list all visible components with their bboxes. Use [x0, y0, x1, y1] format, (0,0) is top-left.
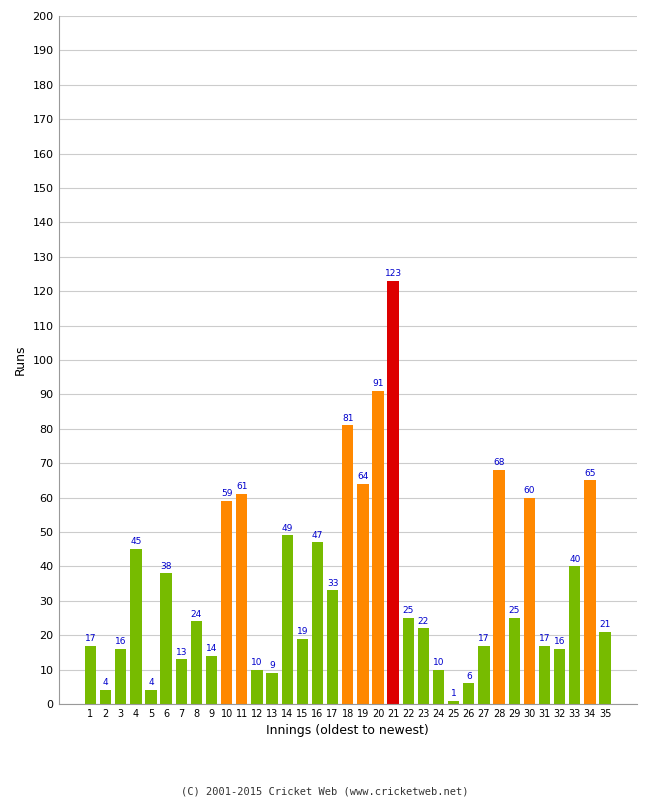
Bar — [478, 646, 489, 704]
Bar — [252, 670, 263, 704]
Bar — [221, 501, 232, 704]
Text: 10: 10 — [251, 658, 263, 667]
Text: 16: 16 — [115, 638, 127, 646]
Bar — [402, 618, 414, 704]
Text: 1: 1 — [451, 689, 456, 698]
Text: 9: 9 — [269, 662, 275, 670]
Text: 59: 59 — [221, 490, 233, 498]
Text: 81: 81 — [342, 414, 354, 422]
Text: 25: 25 — [402, 606, 414, 615]
Bar — [584, 480, 595, 704]
Text: 45: 45 — [130, 538, 142, 546]
Text: 4: 4 — [148, 678, 154, 687]
Text: 60: 60 — [524, 486, 535, 495]
Bar — [327, 590, 338, 704]
Bar — [342, 426, 354, 704]
Bar — [599, 632, 611, 704]
Bar — [266, 673, 278, 704]
Bar — [418, 628, 429, 704]
Text: 13: 13 — [176, 647, 187, 657]
Bar — [524, 498, 535, 704]
Text: 24: 24 — [191, 610, 202, 618]
Bar — [161, 574, 172, 704]
Text: 40: 40 — [569, 554, 580, 564]
Bar — [448, 701, 460, 704]
Bar — [569, 566, 580, 704]
Bar — [206, 656, 217, 704]
Bar — [433, 670, 444, 704]
Bar — [296, 638, 308, 704]
Text: 123: 123 — [385, 269, 402, 278]
Bar — [493, 470, 505, 704]
Bar — [176, 659, 187, 704]
Text: 38: 38 — [161, 562, 172, 570]
Text: 33: 33 — [327, 578, 339, 588]
Text: 17: 17 — [84, 634, 96, 642]
Y-axis label: Runs: Runs — [14, 345, 27, 375]
Bar — [236, 494, 248, 704]
Text: 4: 4 — [103, 678, 109, 687]
Bar — [84, 646, 96, 704]
Bar — [463, 683, 474, 704]
Text: 14: 14 — [206, 644, 217, 653]
Bar — [508, 618, 520, 704]
Bar — [539, 646, 550, 704]
Bar — [281, 535, 293, 704]
Bar — [372, 391, 384, 704]
Bar — [554, 649, 566, 704]
Text: 17: 17 — [478, 634, 489, 642]
Text: 16: 16 — [554, 638, 566, 646]
Text: 47: 47 — [312, 530, 323, 539]
Bar — [387, 281, 399, 704]
Text: 22: 22 — [418, 617, 429, 626]
X-axis label: Innings (oldest to newest): Innings (oldest to newest) — [266, 725, 429, 738]
Text: 19: 19 — [296, 627, 308, 636]
Text: (C) 2001-2015 Cricket Web (www.cricketweb.net): (C) 2001-2015 Cricket Web (www.cricketwe… — [181, 786, 469, 796]
Text: 91: 91 — [372, 379, 384, 388]
Bar — [146, 690, 157, 704]
Text: 65: 65 — [584, 469, 595, 478]
Text: 61: 61 — [236, 482, 248, 491]
Text: 64: 64 — [358, 472, 369, 481]
Text: 6: 6 — [466, 672, 472, 681]
Bar — [312, 542, 323, 704]
Text: 68: 68 — [493, 458, 505, 467]
Bar — [358, 484, 369, 704]
Bar — [115, 649, 126, 704]
Text: 17: 17 — [539, 634, 551, 642]
Bar — [100, 690, 111, 704]
Text: 10: 10 — [433, 658, 445, 667]
Bar — [190, 622, 202, 704]
Text: 21: 21 — [599, 620, 611, 629]
Bar — [130, 549, 142, 704]
Text: 49: 49 — [281, 524, 293, 533]
Text: 25: 25 — [508, 606, 520, 615]
